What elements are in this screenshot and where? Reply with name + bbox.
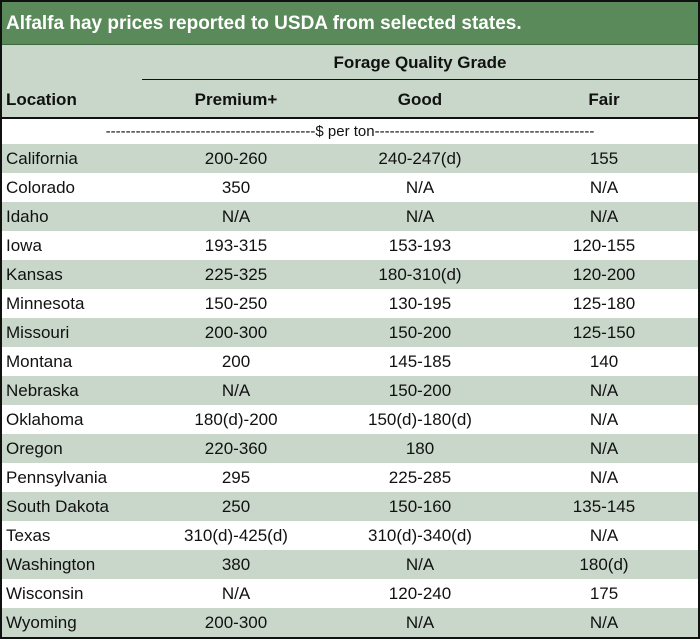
table-row: Nebraska N/A 150-200 N/A (2, 376, 698, 405)
cell-premium: 200-260 (204, 149, 268, 168)
unit-label: $ per ton (315, 123, 375, 140)
cell-fair: N/A (589, 381, 619, 400)
cell-fair: N/A (589, 613, 619, 632)
table-row: Montana 200 145-185 140 (2, 347, 698, 376)
table-row: Minnesota 150-250 130-195 125-180 (2, 289, 698, 318)
cell-good: 150-200 (388, 381, 452, 400)
cell-fair: N/A (589, 468, 619, 487)
table-row: Washington 380 N/A 180(d) (2, 550, 698, 579)
cell-premium: 150-250 (204, 294, 268, 313)
cell-premium: N/A (221, 207, 251, 226)
table-row: Iowa 193-315 153-193 120-155 (2, 231, 698, 260)
cell-premium: 220-360 (204, 439, 268, 458)
cell-premium: 250 (221, 497, 251, 516)
cell-premium: 295 (221, 468, 251, 487)
cell-location: Oregon (6, 439, 63, 458)
cell-good: 310(d)-340(d) (368, 526, 472, 545)
cell-location: Kansas (6, 265, 63, 284)
table-row: Kansas 225-325 180-310(d) 120-200 (2, 260, 698, 289)
cell-premium: 180(d)-200 (194, 410, 278, 429)
cell-location: Washington (6, 555, 96, 574)
unit-row: ----------------------------------------… (2, 119, 698, 144)
cell-good: 180-310(d) (378, 265, 462, 284)
cell-premium: 200 (221, 352, 251, 371)
cell-fair: 140 (589, 352, 619, 371)
unit-dashes-right: ----------------------------------------… (374, 123, 595, 140)
column-header-good: Good (397, 90, 443, 109)
cell-premium: 200-300 (204, 613, 268, 632)
table-row: Wisconsin N/A 120-240 175 (2, 579, 698, 608)
cell-location: Oklahoma (6, 410, 84, 429)
cell-good: N/A (405, 613, 435, 632)
cell-premium: 193-315 (204, 236, 268, 255)
table-row: South Dakota 250 150-160 135-145 (2, 492, 698, 521)
table-header: Forage Quality Grade Location Premium+ G… (2, 45, 698, 119)
table-row: California 200-260 240-247(d) 155 (2, 144, 698, 173)
cell-good: 225-285 (388, 468, 452, 487)
cell-location: Montana (6, 352, 73, 371)
cell-premium: 225-325 (204, 265, 268, 284)
column-header-premium: Premium+ (194, 90, 278, 109)
cell-fair: 125-180 (572, 294, 636, 313)
cell-good: 150-160 (388, 497, 452, 516)
table-row: Oregon 220-360 180 N/A (2, 434, 698, 463)
cell-good: 145-185 (388, 352, 452, 371)
cell-fair: 175 (589, 584, 619, 603)
cell-fair: N/A (589, 178, 619, 197)
cell-good: N/A (405, 207, 435, 226)
table-body: California 200-260 240-247(d) 155 Colorado 35… (2, 144, 698, 637)
cell-fair: N/A (589, 410, 619, 429)
cell-location: Idaho (6, 207, 49, 226)
cell-good: N/A (405, 555, 435, 574)
table-row: Texas 310(d)-425(d) 310(d)-340(d) N/A (2, 521, 698, 550)
cell-good: 120-240 (388, 584, 452, 603)
cell-good: 180 (405, 439, 435, 458)
cell-fair: 120-200 (572, 265, 636, 284)
unit-dashes-left: ----------------------------------------… (105, 123, 316, 140)
cell-premium: 310(d)-425(d) (184, 526, 288, 545)
cell-fair: N/A (589, 207, 619, 226)
cell-good: N/A (405, 178, 435, 197)
cell-good: 150(d)-180(d) (368, 410, 472, 429)
cell-location: Minnesota (6, 294, 85, 313)
table-title: Alfalfa hay prices reported to USDA from… (2, 2, 698, 45)
cell-location: California (6, 149, 78, 168)
cell-location: Wisconsin (6, 584, 84, 603)
cell-location: Nebraska (6, 381, 79, 400)
table-row: Missouri 200-300 150-200 125-150 (2, 318, 698, 347)
cell-good: 240-247(d) (378, 149, 462, 168)
cell-good: 130-195 (388, 294, 452, 313)
cell-good: 150-200 (388, 323, 452, 342)
cell-fair: N/A (589, 439, 619, 458)
cell-fair: 120-155 (572, 236, 636, 255)
table-row: Wyoming 200-300 N/A N/A (2, 608, 698, 637)
cell-fair: N/A (589, 526, 619, 545)
cell-location: Missouri (6, 323, 70, 342)
cell-location: Wyoming (6, 613, 77, 632)
cell-fair: 155 (589, 149, 619, 168)
cell-fair: 135-145 (572, 497, 636, 516)
cell-location: Texas (6, 526, 51, 545)
cell-location: Iowa (6, 236, 42, 255)
cell-fair: 180(d) (579, 555, 629, 574)
cell-fair: 125-150 (572, 323, 636, 342)
cell-premium: 200-300 (204, 323, 268, 342)
cell-premium: 350 (221, 178, 251, 197)
cell-location: Pennsylvania (6, 468, 108, 487)
column-header-fair: Fair (588, 90, 620, 109)
grade-group-header: Forage Quality Grade (142, 45, 698, 80)
cell-premium: 380 (221, 555, 251, 574)
table-row: Oklahoma 180(d)-200 150(d)-180(d) N/A (2, 405, 698, 434)
column-header-location: Location (6, 90, 77, 109)
cell-premium: N/A (221, 381, 251, 400)
table-row: Idaho N/A N/A N/A (2, 202, 698, 231)
cell-good: 153-193 (388, 236, 452, 255)
cell-location: Colorado (6, 178, 75, 197)
cell-location: South Dakota (6, 497, 110, 516)
cell-premium: N/A (221, 584, 251, 603)
table-row: Colorado 350 N/A N/A (2, 173, 698, 202)
table-row: Pennsylvania 295 225-285 N/A (2, 463, 698, 492)
